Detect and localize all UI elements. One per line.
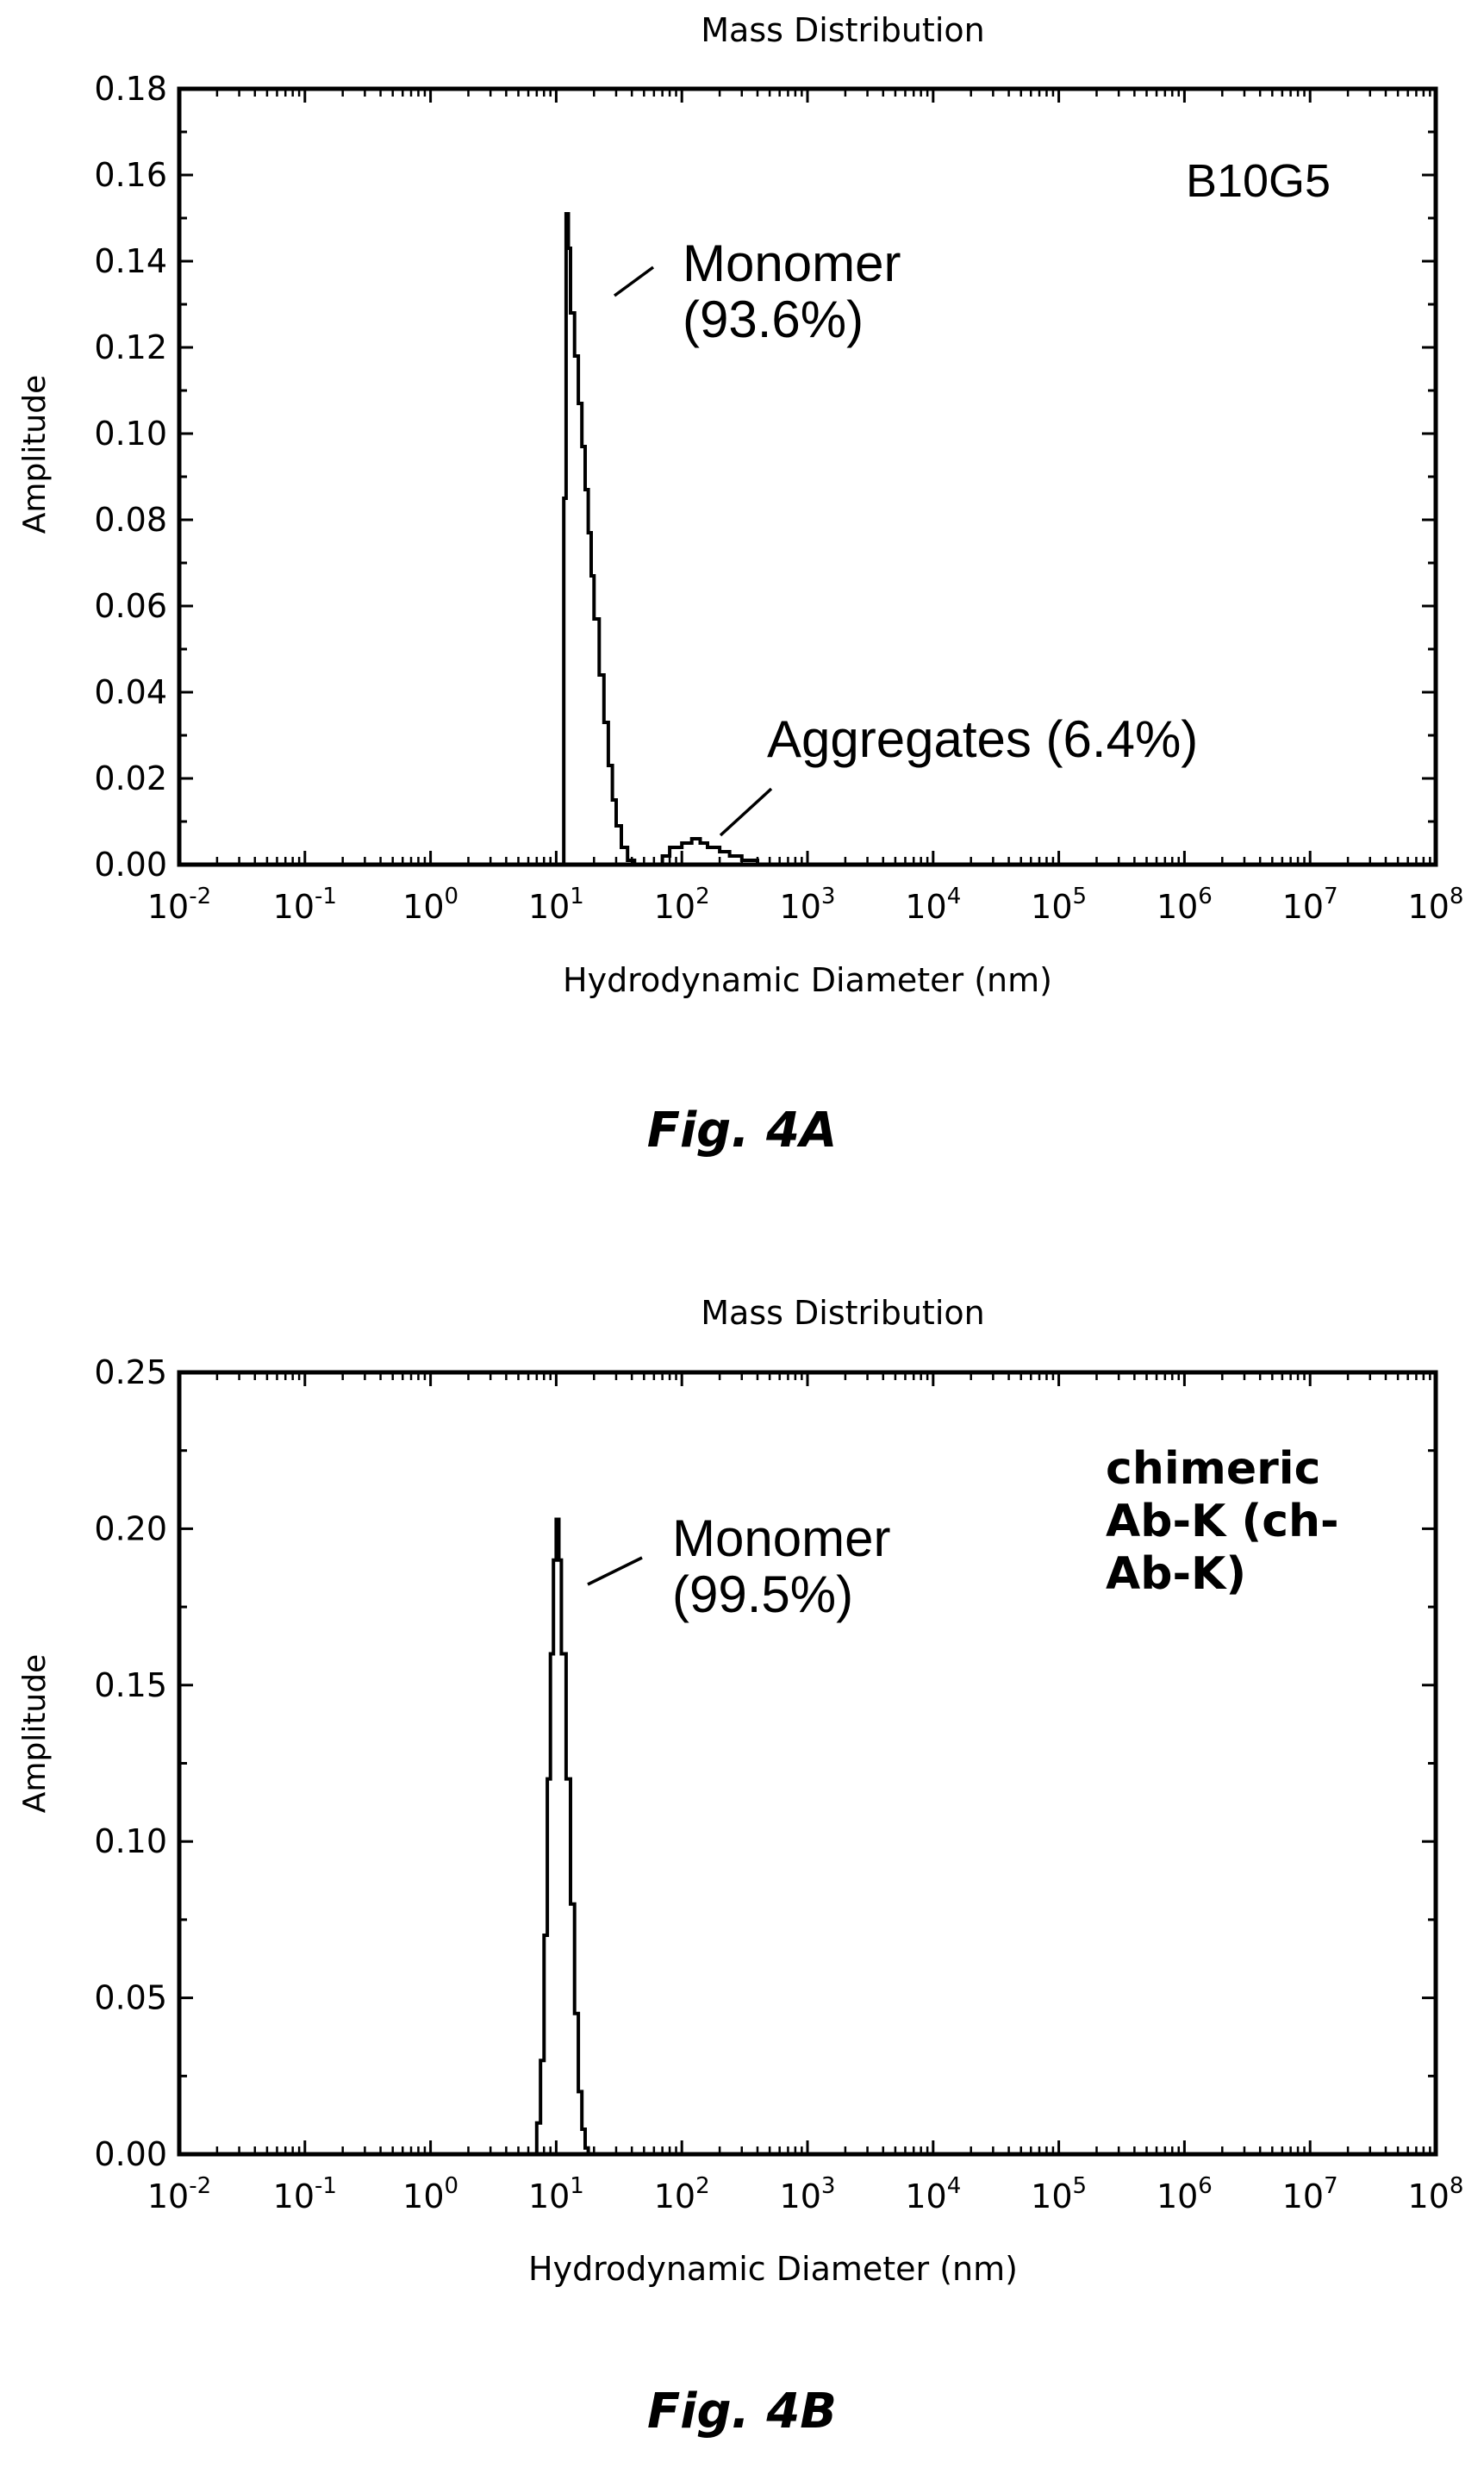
sample-label-line: chimeric — [1106, 1443, 1320, 1495]
figure-4a: Mass Distribution Amplitude Hydrodynamic… — [17, 11, 1464, 1159]
figure-4b: Mass Distribution Amplitude Hydrodynamic… — [0, 1234, 1484, 2468]
x-tick-label: 105 — [1031, 2173, 1087, 2215]
y-axis-label: Amplitude — [17, 375, 53, 534]
series-line — [179, 212, 1436, 866]
x-tick-label: 101 — [528, 2173, 584, 2215]
x-tick-label: 10-1 — [273, 2173, 337, 2215]
x-tick-label: 108 — [1408, 884, 1464, 926]
x-tick-label: 101 — [528, 884, 584, 926]
sample-label: B10G5 — [1186, 155, 1331, 207]
x-tick-labels: 10-2 10-1 100 101 102 103 104 105 106 107 108 — [147, 884, 1464, 926]
annotations: Monomer(93.6%) Aggregates (6.4%) — [613, 234, 1198, 837]
x-tick-label: 106 — [1157, 2173, 1213, 2215]
x-tick-label: 103 — [780, 884, 836, 926]
x-axis-label: Hydrodynamic Diameter (nm) — [563, 961, 1052, 999]
y-axis-label: Amplitude — [17, 1654, 53, 1813]
y-tick-label: 0.20 — [94, 1509, 167, 1547]
annotations: Monomer(99.5%) — [587, 1509, 890, 1623]
x-tick-label: 10-2 — [147, 884, 211, 926]
annotation-text: (99.5%) — [672, 1565, 853, 1623]
annotation-text: Monomer — [683, 234, 901, 292]
x-tick-label: 104 — [905, 2173, 961, 2215]
chart-4a: Mass Distribution Amplitude Hydrodynamic… — [17, 11, 1464, 1159]
annotation-text: Monomer — [672, 1509, 890, 1567]
y-tick-label: 0.08 — [94, 501, 167, 539]
x-tick-label: 103 — [780, 2173, 836, 2215]
x-tick-label: 100 — [402, 884, 458, 926]
x-tick-label: 102 — [654, 2173, 710, 2215]
x-tick-label: 108 — [1408, 2173, 1464, 2215]
chart-4b: Mass Distribution Amplitude Hydrodynamic… — [17, 1294, 1464, 2440]
y-tick-label: 0.18 — [94, 70, 167, 108]
y-tick-label: 0.16 — [94, 156, 167, 194]
chart-title: Mass Distribution — [701, 1294, 984, 1332]
x-tick-label: 102 — [654, 884, 710, 926]
sample-label-line: Ab-K) — [1106, 1548, 1246, 1600]
annotation-leader-line — [613, 266, 655, 297]
x-tick-label: 10-2 — [147, 2173, 211, 2215]
annotation-leader-line — [587, 1556, 643, 1586]
y-tick-labels: 0.00 0.05 0.10 0.15 0.20 0.25 — [94, 1353, 167, 2173]
x-tick-label: 106 — [1157, 884, 1213, 926]
y-tick-label: 0.00 — [94, 2135, 167, 2173]
y-tick-label: 0.02 — [94, 759, 167, 797]
figure-caption: Fig. 4A — [647, 1103, 838, 1159]
y-tick-label: 0.10 — [94, 415, 167, 453]
x-tick-label: 105 — [1031, 884, 1087, 926]
annotation-text: (93.6%) — [683, 291, 864, 348]
x-tick-label: 100 — [402, 2173, 458, 2215]
annotation-leader-line — [719, 787, 773, 837]
y-tick-label: 0.14 — [94, 242, 167, 280]
chart-title: Mass Distribution — [701, 11, 984, 49]
series-line — [216, 1517, 1311, 2156]
x-tick-label: 104 — [905, 884, 961, 926]
x-tick-label: 107 — [1282, 2173, 1338, 2215]
x-tick-labels: 10-2 10-1 100 101 102 103 104 105 106 107 108 — [147, 2173, 1464, 2215]
sample-label-line: Ab-K (ch- — [1106, 1496, 1339, 1547]
y-tick-label: 0.04 — [94, 673, 167, 711]
x-tick-label: 10-1 — [273, 884, 337, 926]
y-tick-label: 0.00 — [94, 846, 167, 884]
y-tick-labels: 0.00 0.02 0.04 0.06 0.08 0.10 0.12 0.14 0.16 0.18 — [94, 70, 167, 884]
y-tick-label: 0.10 — [94, 1822, 167, 1860]
figure-caption: Fig. 4B — [647, 2384, 837, 2440]
x-axis-label: Hydrodynamic Diameter (nm) — [528, 2250, 1018, 2288]
y-tick-label: 0.05 — [94, 1979, 167, 2017]
x-tick-label: 107 — [1282, 884, 1338, 926]
y-tick-label: 0.12 — [94, 328, 167, 366]
sample-label-line: B10G5 — [1186, 155, 1331, 207]
annotation-text: Aggregates (6.4%) — [767, 710, 1198, 768]
y-tick-label: 0.15 — [94, 1666, 167, 1704]
y-tick-label: 0.25 — [94, 1353, 167, 1391]
y-tick-label: 0.06 — [94, 587, 167, 625]
